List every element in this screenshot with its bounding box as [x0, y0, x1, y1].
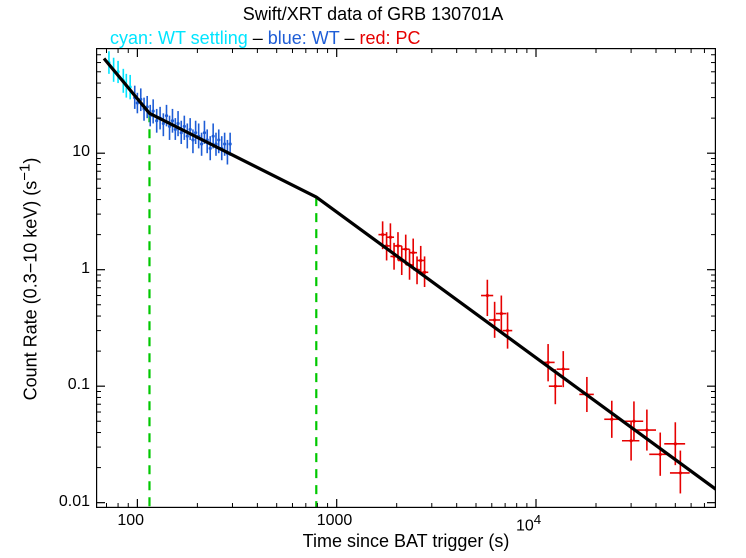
y-tick-label: 0.1 — [68, 376, 90, 394]
y-axis-label-wrap: Count Rate (0.3−10 keV) (s−1) — [14, 0, 44, 558]
chart-title: Swift/XRT data of GRB 130701A — [0, 4, 746, 25]
chart-root: { "chart": { "type": "scatter-errorbar-l… — [0, 0, 746, 558]
plot-area — [96, 48, 716, 508]
y-axis-label-sup: −1 — [17, 164, 34, 181]
legend-pc: red: PC — [359, 28, 420, 48]
legend-sep-1: – — [248, 28, 268, 48]
legend-wt-settling: cyan: WT settling — [110, 28, 248, 48]
legend-sep-2: – — [339, 28, 359, 48]
x-tick-label: 104 — [516, 512, 541, 535]
plot-svg — [96, 48, 716, 508]
y-tick-label: 0.01 — [59, 493, 90, 511]
y-axis-label: Count Rate (0.3−10 keV) (s−1) — [17, 158, 42, 401]
y-axis-label-tail: ) — [21, 158, 41, 164]
y-axis-label-main: Count Rate (0.3−10 keV) (s — [21, 181, 41, 401]
x-tick-label: 1000 — [317, 512, 353, 530]
x-tick-label: 100 — [117, 512, 144, 530]
legend-wt: blue: WT — [268, 28, 340, 48]
y-tick-label: 1 — [81, 260, 90, 278]
y-tick-label: 10 — [72, 143, 90, 161]
legend-line: cyan: WT settling – blue: WT – red: PC — [110, 28, 420, 49]
x-axis-label: Time since BAT trigger (s) — [96, 531, 716, 552]
